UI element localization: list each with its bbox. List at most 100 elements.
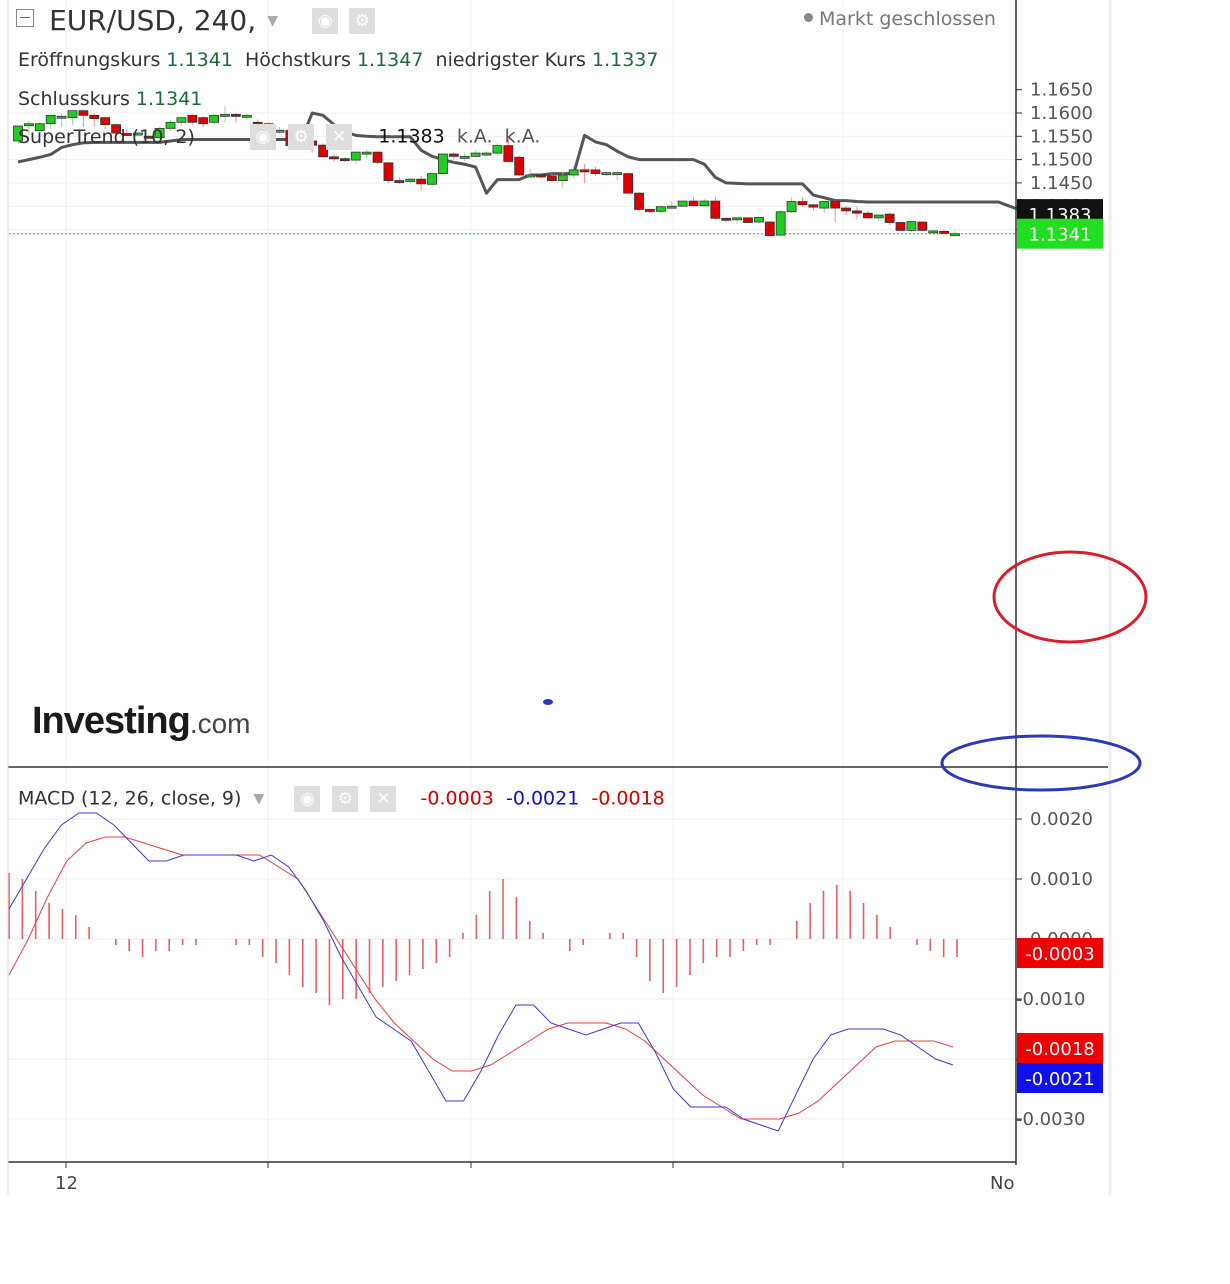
candle bbox=[655, 206, 666, 214]
candle bbox=[492, 143, 503, 156]
candle-body bbox=[318, 144, 328, 158]
candle-body bbox=[122, 133, 132, 136]
macd-tick-label: 0.0010 bbox=[1030, 869, 1093, 890]
candle-body bbox=[350, 151, 361, 161]
close-value: 1.1341 bbox=[135, 88, 203, 110]
time-label: No bbox=[990, 1173, 1014, 1194]
chart-header: EUR/USD, 240, ▼ ◉ ⚙ bbox=[16, 4, 381, 38]
candle bbox=[67, 110, 78, 125]
candle-body bbox=[819, 201, 830, 209]
candle bbox=[372, 151, 383, 165]
eye-icon[interactable]: ◉ bbox=[294, 786, 321, 812]
candle-body bbox=[448, 153, 459, 157]
candle bbox=[775, 209, 786, 237]
candle-body bbox=[143, 135, 154, 139]
candle-body bbox=[557, 174, 568, 181]
gear-icon[interactable]: ⚙ bbox=[288, 124, 315, 150]
candle bbox=[329, 154, 339, 162]
candle-body bbox=[132, 132, 143, 136]
candle bbox=[416, 175, 427, 191]
close-icon[interactable]: ✕ bbox=[370, 786, 397, 812]
candle bbox=[721, 217, 732, 223]
symbol-title[interactable]: EUR/USD, 240, bbox=[49, 4, 257, 37]
low-label: niedrigster Kurs bbox=[435, 49, 586, 71]
candle-body bbox=[786, 201, 797, 213]
signal-badge-bg bbox=[1017, 1033, 1103, 1063]
candle bbox=[753, 216, 764, 223]
chevron-down-icon[interactable]: ▼ bbox=[253, 791, 265, 807]
candle-body bbox=[906, 221, 917, 231]
candle-body bbox=[873, 214, 884, 219]
candle-body bbox=[655, 206, 666, 212]
candle bbox=[623, 172, 634, 194]
eye-icon[interactable]: ◉ bbox=[312, 7, 339, 34]
candle-body bbox=[862, 212, 873, 219]
candle bbox=[884, 212, 895, 225]
close-icon[interactable]: ✕ bbox=[326, 124, 353, 150]
candle bbox=[568, 165, 579, 179]
candle bbox=[176, 117, 187, 127]
market-status: Markt geschlossen bbox=[804, 8, 996, 30]
candle-body bbox=[187, 114, 198, 123]
candle-body bbox=[416, 178, 427, 185]
macd-badge: -0.0021 bbox=[1017, 1063, 1103, 1093]
candle-body bbox=[111, 124, 121, 134]
hist-badge-text: -0.0003 bbox=[1025, 944, 1094, 965]
candle bbox=[536, 174, 546, 179]
macd-label[interactable]: MACD (12, 26, close, 9) bbox=[18, 787, 242, 810]
collapse-icon[interactable] bbox=[16, 8, 34, 27]
candle bbox=[743, 216, 753, 223]
candle bbox=[23, 120, 34, 136]
candle bbox=[78, 109, 89, 127]
candle-body bbox=[241, 114, 252, 118]
chevron-down-icon[interactable]: ▼ bbox=[267, 12, 279, 29]
supertrend-label[interactable]: SuperTrend (10, 2) bbox=[18, 125, 195, 148]
candle-body bbox=[198, 117, 209, 125]
candle-body bbox=[372, 151, 383, 163]
eye-icon[interactable]: ◉ bbox=[250, 124, 277, 150]
candle bbox=[819, 200, 830, 214]
time-label: 12 bbox=[55, 1173, 78, 1194]
price-tick-label: 1.1450 bbox=[1030, 173, 1093, 194]
gear-icon[interactable]: ⚙ bbox=[332, 786, 359, 812]
candle bbox=[677, 200, 688, 207]
candle bbox=[895, 221, 906, 231]
candle-body bbox=[830, 201, 841, 209]
candle bbox=[666, 201, 677, 209]
macd-tick-label: 0.0020 bbox=[1030, 809, 1093, 830]
candle-body bbox=[89, 114, 100, 119]
candle bbox=[56, 113, 67, 127]
high-value: 1.1347 bbox=[356, 49, 424, 71]
candle-body bbox=[503, 145, 514, 162]
status-dot-icon bbox=[804, 13, 813, 22]
investing-logo: Investing.com bbox=[32, 700, 251, 743]
candle bbox=[917, 221, 928, 231]
candle-body bbox=[753, 216, 764, 223]
candle bbox=[427, 173, 437, 186]
candle-body bbox=[383, 162, 394, 181]
candle bbox=[906, 221, 917, 232]
candle bbox=[394, 177, 405, 184]
candle-body bbox=[56, 115, 67, 119]
candle-body bbox=[601, 172, 612, 176]
candle bbox=[525, 168, 535, 178]
open-label: Eröffnungskurs bbox=[18, 49, 161, 71]
candle-body bbox=[623, 173, 634, 194]
candle bbox=[405, 178, 416, 183]
logo-brand: Investing bbox=[32, 700, 191, 742]
supertrend-value: 1.1383 bbox=[378, 125, 445, 148]
gear-icon[interactable]: ⚙ bbox=[349, 7, 376, 34]
candle-body bbox=[677, 200, 688, 207]
candle-body bbox=[612, 172, 623, 176]
candle-body bbox=[492, 145, 503, 154]
candle-body bbox=[721, 217, 732, 221]
last-price-badge: 1.1341 bbox=[1017, 218, 1103, 249]
candle bbox=[198, 116, 209, 127]
candle-body bbox=[514, 156, 525, 176]
candle-body bbox=[438, 153, 448, 174]
candle bbox=[514, 155, 525, 176]
macd-line bbox=[8, 812, 954, 1132]
candle bbox=[111, 123, 121, 141]
